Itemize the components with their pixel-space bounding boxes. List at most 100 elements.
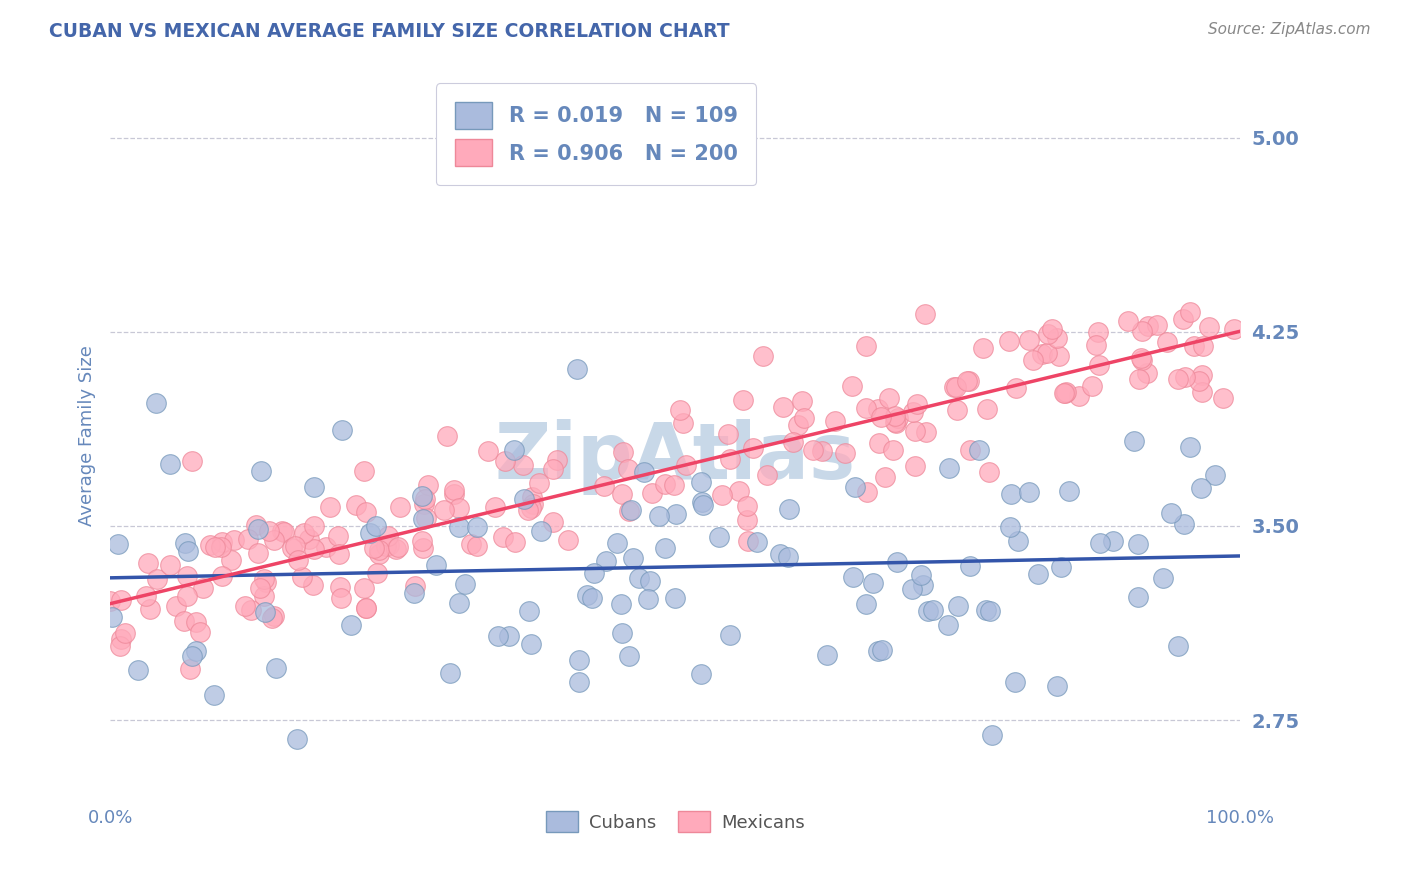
Point (654, 541, 676, 555)
Text: CUBAN VS MEXICAN AVERAGE FAMILY SIZE CORRELATION CHART: CUBAN VS MEXICAN AVERAGE FAMILY SIZE COR… (49, 22, 730, 41)
Point (1022, 352, 1045, 367)
Point (1046, 331, 1069, 345)
Point (239, 602, 262, 616)
Point (1191, 368, 1213, 383)
Point (1040, 322, 1063, 336)
Point (388, 500, 411, 514)
Point (664, 591, 686, 606)
Text: ZipAtlas: ZipAtlas (495, 419, 856, 495)
Point (454, 577, 477, 591)
Point (1212, 392, 1234, 406)
Point (415, 511, 437, 525)
Point (627, 571, 650, 585)
Point (977, 465, 1000, 479)
Point (222, 533, 245, 547)
Point (669, 402, 692, 417)
Point (512, 492, 534, 507)
Point (340, 618, 363, 632)
Point (492, 530, 515, 544)
Point (1046, 679, 1069, 693)
Point (522, 497, 544, 511)
Point (942, 380, 965, 394)
Point (198, 538, 221, 552)
Point (912, 578, 935, 592)
Point (665, 508, 688, 522)
Point (329, 580, 352, 594)
Point (1191, 385, 1213, 400)
Point (787, 418, 810, 433)
Point (1198, 319, 1220, 334)
Point (180, 648, 202, 663)
Point (411, 489, 433, 503)
Point (910, 568, 932, 582)
Point (718, 628, 741, 642)
Point (377, 529, 399, 543)
Point (568, 675, 591, 690)
Point (914, 307, 936, 321)
Point (517, 503, 540, 517)
Point (633, 465, 655, 479)
Point (690, 667, 713, 681)
Point (1160, 506, 1182, 520)
Point (354, 600, 377, 615)
Point (979, 604, 1001, 618)
Point (353, 582, 375, 596)
Point (1004, 674, 1026, 689)
Point (465, 520, 488, 534)
Point (1156, 334, 1178, 349)
Point (948, 599, 970, 613)
Point (967, 443, 990, 458)
Point (179, 662, 201, 676)
Point (138, 556, 160, 570)
Point (330, 423, 353, 437)
Point (946, 403, 969, 417)
Point (1081, 379, 1104, 393)
Point (957, 374, 980, 388)
Point (354, 504, 377, 518)
Point (638, 574, 661, 588)
Point (543, 462, 565, 476)
Point (1067, 388, 1090, 402)
Point (247, 522, 270, 536)
Point (145, 396, 167, 410)
Point (565, 362, 588, 376)
Point (486, 629, 509, 643)
Point (1116, 314, 1139, 328)
Point (877, 391, 900, 405)
Point (367, 543, 389, 558)
Point (756, 467, 779, 482)
Point (520, 501, 543, 516)
Point (413, 492, 436, 507)
Point (884, 409, 907, 423)
Point (1174, 369, 1197, 384)
Point (411, 534, 433, 549)
Point (654, 477, 676, 491)
Point (870, 643, 893, 657)
Point (1031, 347, 1053, 361)
Point (886, 555, 908, 569)
Point (1126, 590, 1149, 604)
Point (621, 551, 644, 566)
Point (449, 520, 471, 534)
Point (273, 524, 295, 539)
Point (263, 608, 285, 623)
Point (938, 461, 960, 475)
Point (1152, 571, 1174, 585)
Point (711, 488, 734, 502)
Point (717, 427, 740, 442)
Point (641, 485, 664, 500)
Point (284, 540, 307, 554)
Legend: Cubans, Mexicans: Cubans, Mexicans (538, 805, 813, 839)
Point (769, 547, 792, 561)
Point (612, 445, 634, 459)
Point (875, 470, 897, 484)
Point (980, 728, 1002, 742)
Point (418, 478, 440, 492)
Point (690, 495, 713, 509)
Point (285, 731, 308, 746)
Point (184, 615, 207, 629)
Point (460, 537, 482, 551)
Point (842, 570, 865, 584)
Point (776, 550, 799, 565)
Point (1187, 374, 1209, 388)
